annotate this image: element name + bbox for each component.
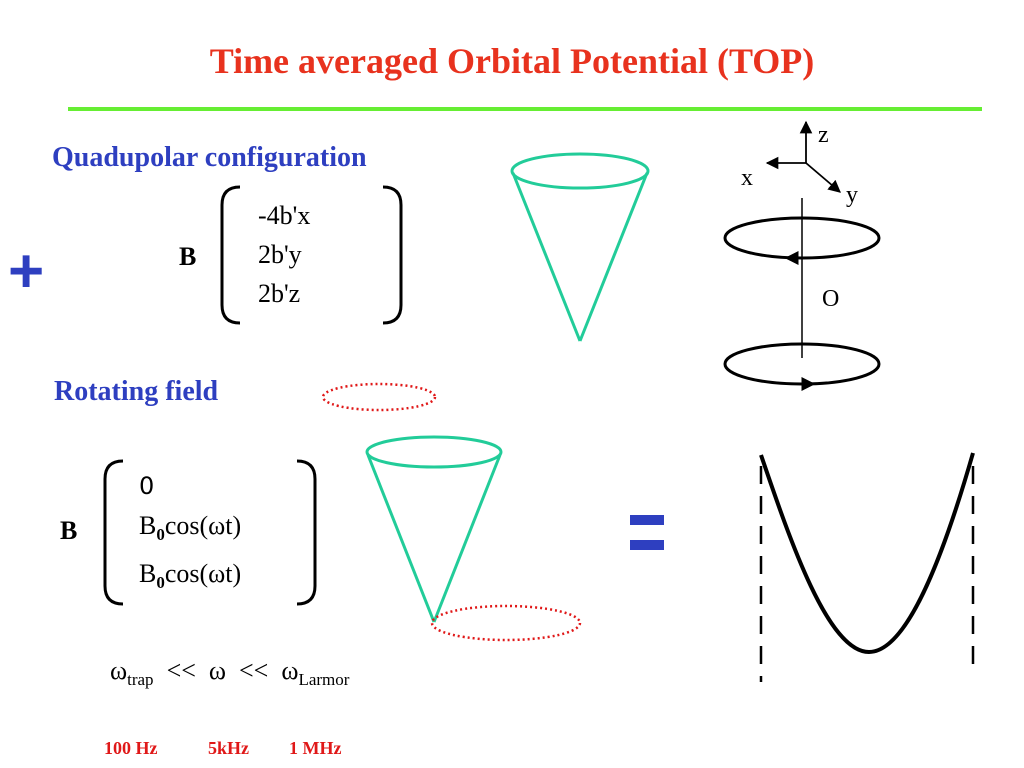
quadrupole-field-symbol: B (179, 242, 197, 271)
quadrupole-bracket-right (382, 185, 403, 325)
rotating-orbit-small (321, 382, 437, 412)
rotating-bracket-right (296, 459, 317, 606)
rotating-component-y: B0cos(ωt) (139, 511, 242, 545)
quadrupole-vector: -4b'x 2b'y 2b'z (258, 196, 310, 313)
cone-upper (510, 152, 650, 342)
axis-x-label: x (741, 165, 753, 191)
frequency-rotation: 5kHz (208, 738, 250, 758)
quadrupole-heading: Quadupolar configuration (52, 142, 367, 173)
rotating-orbit-cone-tip (430, 604, 582, 642)
quadrupole-component-z: 2b'z (258, 279, 301, 308)
rotating-heading: Rotating field (54, 376, 219, 407)
frequency-larmor: 1 MHz (289, 738, 342, 758)
quadrupole-component-y: 2b'y (258, 240, 302, 269)
rotating-vector: 0 B0cos(ωt) B0cos(ωt) (139, 467, 241, 602)
cone-lower (365, 435, 503, 623)
rotating-component-z: B0cos(ωt) (139, 559, 242, 593)
rotating-field-symbol: B (60, 516, 78, 545)
potential-well-curve (759, 452, 975, 655)
origin-label: O (822, 286, 840, 312)
equals-sign (630, 515, 664, 561)
axis-triad (765, 120, 841, 193)
frequency-relation: ωtrap << ω << ωLarmor (110, 656, 350, 690)
title-divider (68, 107, 982, 111)
page-title: Time averaged Orbital Potential (TOP) (209, 41, 815, 81)
plus-sign: + (8, 237, 45, 306)
quadrupole-component-x: -4b'x (258, 201, 311, 230)
rotating-bracket-left (103, 459, 124, 606)
axis-y-label: y (846, 182, 858, 208)
frequency-trap: 100 Hz (104, 738, 158, 758)
rotating-component-x: 0 (139, 472, 155, 500)
quadrupole-bracket-left (220, 185, 241, 325)
axis-z-label: z (818, 122, 829, 148)
